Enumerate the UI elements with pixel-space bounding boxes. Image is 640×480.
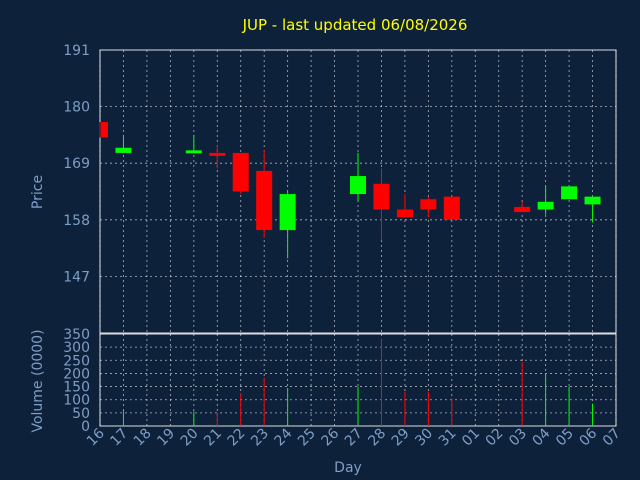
x-tick-label: 22 <box>225 426 249 450</box>
x-tick-label: 29 <box>389 426 413 450</box>
x-tick-label: 05 <box>553 426 577 450</box>
x-tick-label: 07 <box>600 426 624 450</box>
price-tick-label: 147 <box>63 269 90 285</box>
x-tick-label: 21 <box>201 426 225 450</box>
x-axis-ticks: 16 17 18 19 20 21 22 23 24 25 26 27 28 29 30 31 01 02 03 04… <box>84 425 624 449</box>
price-tick-label: 169 <box>63 156 90 172</box>
candle-body <box>420 199 437 210</box>
price-tick-label: 191 <box>63 43 90 59</box>
volume-axis-label: Volume (0000) <box>30 329 46 432</box>
volume-tick-label: 50 <box>72 406 90 422</box>
candle-body <box>373 183 390 210</box>
x-tick-label: 04 <box>530 425 554 449</box>
candle-body <box>514 206 531 213</box>
x-tick-label: 03 <box>506 426 530 450</box>
price-tick-label: 180 <box>63 100 90 116</box>
x-tick-label: 25 <box>295 426 319 450</box>
volume-tick-label: 100 <box>63 393 90 409</box>
candle-body <box>443 196 460 220</box>
price-axis-ticks: 191 180 169 158 147 <box>63 43 90 285</box>
price-axis-label: Price <box>30 175 46 209</box>
candle-body <box>232 152 249 192</box>
candlestick-series <box>99 122 601 259</box>
x-tick-label: 18 <box>131 426 155 450</box>
candle-body <box>350 176 366 195</box>
price-tick-label: 158 <box>63 213 90 229</box>
candle-body <box>115 147 132 153</box>
x-tick-label: 20 <box>178 426 202 450</box>
x-tick-label: 26 <box>318 425 342 449</box>
candle-body <box>396 209 413 218</box>
candle-body <box>584 196 601 205</box>
x-tick-label: 17 <box>107 426 131 450</box>
x-tick-label: 31 <box>436 426 460 450</box>
x-tick-label: 30 <box>412 426 436 450</box>
candle-body <box>209 152 226 156</box>
x-tick-label: 19 <box>154 426 178 450</box>
candle-body <box>101 122 108 138</box>
volume-tick-label: 200 <box>63 366 90 382</box>
volume-tick-label: 250 <box>63 353 90 369</box>
x-tick-label: 01 <box>459 426 483 450</box>
volume-bars <box>122 339 594 426</box>
chart-title: JUP - last updated 06/08/2026 <box>242 16 468 34</box>
price-panel-frame <box>99 49 617 334</box>
volume-tick-label: 0 <box>81 419 90 435</box>
x-tick-label: 28 <box>365 426 389 450</box>
volume-tick-label: 350 <box>63 327 90 343</box>
candle-body <box>561 186 578 200</box>
candle-body <box>537 201 554 210</box>
x-tick-label: 02 <box>483 426 507 450</box>
volume-tick-label: 150 <box>63 380 90 396</box>
x-tick-label: 23 <box>248 426 272 450</box>
x-tick-label: 24 <box>272 425 296 449</box>
candle-body <box>256 170 273 231</box>
candle-body <box>279 194 296 231</box>
candle-body <box>185 150 202 154</box>
x-tick-label: 27 <box>342 426 366 450</box>
x-axis-label: Day <box>334 460 362 476</box>
volume-tick-label: 300 <box>63 340 90 356</box>
x-tick-label: 06 <box>576 425 600 449</box>
